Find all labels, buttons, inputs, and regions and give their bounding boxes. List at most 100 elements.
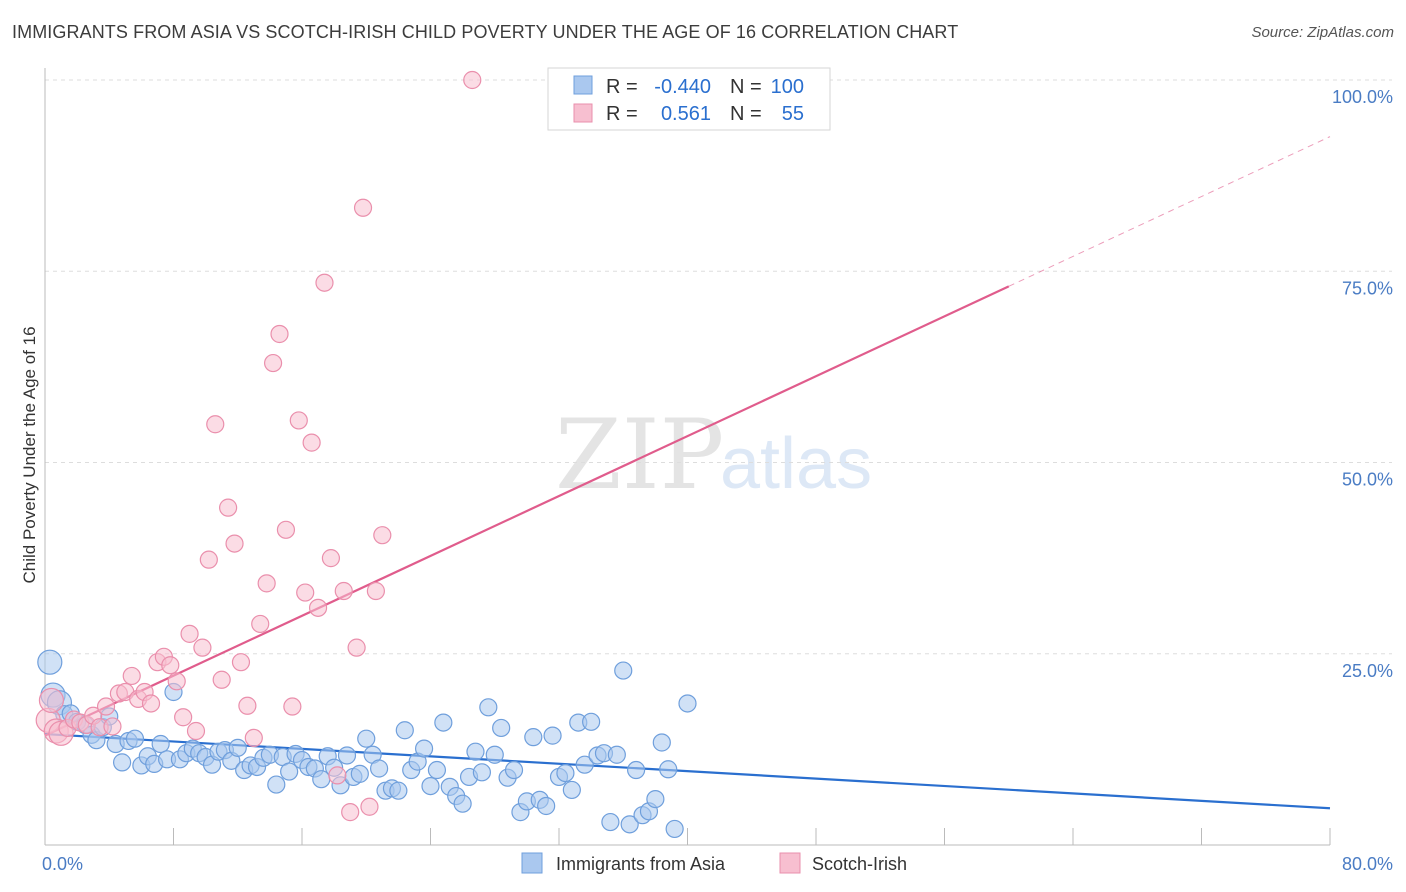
point-scotch-irish xyxy=(341,803,360,822)
point-scotch-irish xyxy=(334,581,353,601)
point-scotch-irish xyxy=(289,411,308,430)
point-immigrants-from-asia xyxy=(620,815,639,834)
point-scotch-irish xyxy=(167,672,186,691)
point-scotch-irish xyxy=(353,198,373,217)
point-immigrants-from-asia xyxy=(575,755,594,774)
point-immigrants-from-asia xyxy=(601,812,620,832)
point-scotch-irish xyxy=(180,624,199,643)
point-scotch-irish xyxy=(96,697,116,716)
point-immigrants-from-asia xyxy=(607,745,626,764)
point-scotch-irish xyxy=(321,549,341,568)
trend-line-immigrants-from-asia xyxy=(44,732,1331,810)
point-immigrants-from-asia xyxy=(350,764,369,783)
x-tick-label-max: 80.0% xyxy=(1342,854,1393,874)
point-immigrants-from-asia xyxy=(614,661,633,680)
point-scotch-irish xyxy=(276,520,296,539)
point-immigrants-from-asia xyxy=(543,726,562,745)
point-scotch-irish xyxy=(373,526,392,545)
legend-r-value-scotch-irish: 0.561 xyxy=(661,103,711,125)
point-scotch-irish xyxy=(328,766,347,785)
bottom-legend-label-asia: Immigrants from Asia xyxy=(556,854,726,874)
point-immigrants-from-asia xyxy=(421,776,440,796)
legend-n-label-scotch-irish: N = xyxy=(730,103,762,125)
point-immigrants-from-asia xyxy=(112,753,132,772)
point-scotch-irish xyxy=(251,614,270,634)
chart-source: Source: ZipAtlas.com xyxy=(1251,24,1394,41)
point-scotch-irish xyxy=(186,721,206,741)
point-scotch-irish xyxy=(122,666,141,686)
point-immigrants-from-asia xyxy=(562,780,581,800)
point-immigrants-from-asia xyxy=(582,712,601,731)
point-scotch-irish xyxy=(315,273,334,292)
grid-lines: 25.0% 50.0% 75.0% 100.0% xyxy=(45,79,1393,681)
point-immigrants-from-asia xyxy=(485,745,504,764)
point-scotch-irish xyxy=(219,498,238,517)
point-immigrants-from-asia xyxy=(395,721,414,740)
y-tick-label: 100.0% xyxy=(1332,87,1393,107)
point-immigrants-from-asia xyxy=(125,729,145,748)
bottom-legend-swatch-scotch-irish xyxy=(779,852,801,874)
point-scotch-irish xyxy=(238,696,257,715)
point-immigrants-from-asia xyxy=(652,733,671,752)
legend-swatch-asia xyxy=(573,75,593,95)
y-tick-label: 25.0% xyxy=(1342,661,1393,681)
point-immigrants-from-asia xyxy=(665,819,684,839)
trend-lines xyxy=(44,136,1331,810)
point-scotch-irish xyxy=(308,598,328,617)
point-immigrants-from-asia xyxy=(626,760,646,780)
legend-n-value-asia: 100 xyxy=(771,76,804,98)
point-scotch-irish xyxy=(174,708,193,727)
chart-title: IMMIGRANTS FROM ASIA VS SCOTCH-IRISH CHI… xyxy=(12,22,959,42)
watermark-atlas: atlas xyxy=(720,424,872,504)
legend-box xyxy=(547,67,831,131)
point-scotch-irish xyxy=(199,550,218,569)
point-immigrants-from-asia xyxy=(370,759,389,778)
point-scotch-irish xyxy=(360,797,379,816)
point-immigrants-from-asia xyxy=(678,694,697,713)
legend-r-label-asia: R = xyxy=(606,76,638,98)
point-immigrants-from-asia xyxy=(479,698,498,717)
legend-r-value-asia: -0.440 xyxy=(654,76,711,98)
point-immigrants-from-asia xyxy=(466,742,485,761)
point-scotch-irish xyxy=(244,728,263,748)
data-points xyxy=(35,70,697,839)
point-scotch-irish xyxy=(141,694,161,713)
point-immigrants-from-asia xyxy=(37,649,63,675)
point-scotch-irish xyxy=(206,415,225,434)
point-immigrants-from-asia xyxy=(389,781,408,800)
y-axis-title: Child Poverty Under the Age of 16 xyxy=(20,326,39,583)
legend-swatch-scotch-irish xyxy=(573,103,593,123)
point-immigrants-from-asia xyxy=(524,728,543,747)
point-immigrants-from-asia xyxy=(472,763,491,782)
watermark-zip: ZIP xyxy=(555,399,724,511)
point-immigrants-from-asia xyxy=(414,739,434,758)
point-immigrants-from-asia xyxy=(504,760,524,780)
point-scotch-irish xyxy=(283,697,302,716)
point-immigrants-from-asia xyxy=(357,729,376,748)
trend-line-scotch-irish-extension xyxy=(1008,136,1331,287)
correlation-legend: R = -0.440 N = 100 R = 0.561 N = 55 xyxy=(547,67,831,131)
point-immigrants-from-asia xyxy=(267,775,286,794)
point-scotch-irish xyxy=(296,583,315,602)
point-scotch-irish xyxy=(103,717,122,736)
point-immigrants-from-asia xyxy=(537,796,556,816)
point-scotch-irish xyxy=(302,433,321,452)
point-scotch-irish xyxy=(193,638,212,657)
legend-n-label-asia: N = xyxy=(730,76,762,98)
point-immigrants-from-asia xyxy=(492,718,511,738)
point-scotch-irish xyxy=(366,581,385,601)
series-legend: Immigrants from Asia Scotch-Irish xyxy=(521,852,907,874)
point-immigrants-from-asia xyxy=(427,760,447,780)
point-immigrants-from-asia xyxy=(453,794,472,813)
point-immigrants-from-asia xyxy=(434,713,453,732)
bottom-legend-swatch-asia xyxy=(521,852,543,874)
point-scotch-irish xyxy=(270,324,289,344)
point-scotch-irish xyxy=(463,70,482,90)
point-scotch-irish xyxy=(225,534,244,553)
point-scotch-irish xyxy=(263,353,283,373)
point-scotch-irish xyxy=(212,670,231,689)
y-tick-label: 75.0% xyxy=(1342,278,1393,298)
legend-n-value-scotch-irish: 55 xyxy=(782,103,804,125)
point-immigrants-from-asia xyxy=(151,734,170,754)
